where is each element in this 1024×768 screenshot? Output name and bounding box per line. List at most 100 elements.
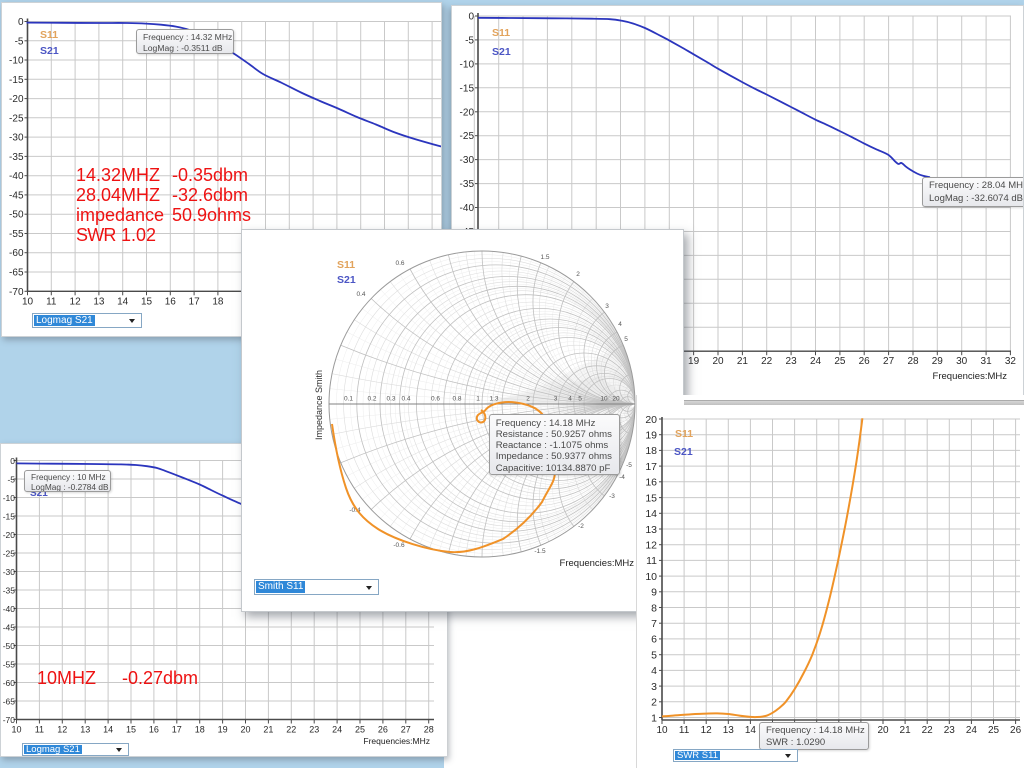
svg-text:16: 16	[165, 296, 177, 307]
svg-text:4: 4	[618, 321, 622, 328]
svg-text:15: 15	[645, 492, 657, 504]
svg-text:10: 10	[600, 396, 608, 403]
svg-text:14: 14	[117, 296, 129, 307]
svg-text:-20: -20	[9, 94, 24, 105]
svg-text:-20: -20	[460, 107, 475, 118]
svg-text:-40: -40	[9, 171, 24, 182]
svg-text:0: 0	[468, 12, 474, 23]
svg-text:23: 23	[309, 725, 319, 735]
svg-text:21: 21	[263, 725, 273, 735]
svg-text:13: 13	[93, 296, 105, 307]
svg-text:S11: S11	[40, 29, 58, 41]
svg-text:24: 24	[966, 725, 978, 736]
svg-text:0.4: 0.4	[356, 291, 365, 298]
svg-text:S21: S21	[40, 45, 59, 57]
svg-text:-10: -10	[9, 56, 24, 67]
svg-text:27: 27	[883, 356, 895, 367]
svg-text:25: 25	[834, 356, 846, 367]
svg-text:10: 10	[656, 725, 668, 736]
svg-text:12: 12	[645, 540, 657, 552]
svg-text:11: 11	[46, 296, 57, 307]
svg-text:8: 8	[651, 602, 657, 614]
svg-text:26: 26	[378, 725, 388, 735]
svg-text:-55: -55	[3, 660, 16, 670]
svg-text:Frequencies:MHz: Frequencies:MHz	[560, 558, 635, 569]
svg-text:26: 26	[859, 356, 871, 367]
svg-text:18: 18	[212, 296, 224, 307]
svg-text:-3: -3	[609, 493, 615, 500]
svg-text:2: 2	[576, 271, 580, 278]
svg-text:-30: -30	[3, 567, 16, 577]
svg-text:-1.5: -1.5	[534, 548, 546, 555]
svg-text:26: 26	[1010, 725, 1022, 736]
svg-text:-50: -50	[9, 210, 24, 221]
svg-text:0.2: 0.2	[367, 396, 376, 403]
svg-text:-40: -40	[460, 203, 475, 214]
svg-text:15: 15	[141, 296, 153, 307]
svg-text:20: 20	[712, 356, 724, 367]
svg-text:20: 20	[612, 396, 620, 403]
svg-text:S21: S21	[337, 274, 356, 286]
svg-text:-65: -65	[9, 268, 24, 279]
svg-text:-55: -55	[9, 229, 24, 240]
svg-text:11: 11	[35, 725, 44, 735]
svg-text:-40: -40	[3, 604, 16, 614]
svg-text:10: 10	[22, 296, 34, 307]
svg-text:24: 24	[810, 356, 822, 367]
svg-text:1.5: 1.5	[540, 254, 549, 261]
svg-text:-25: -25	[9, 113, 24, 124]
svg-text:16: 16	[149, 725, 159, 735]
svg-text:2: 2	[526, 396, 530, 403]
svg-text:21: 21	[737, 356, 749, 367]
svg-text:Frequencies:MHz: Frequencies:MHz	[933, 371, 1008, 382]
svg-text:29: 29	[932, 356, 944, 367]
svg-text:Impedance Smith: Impedance Smith	[314, 370, 324, 440]
svg-text:23: 23	[786, 356, 798, 367]
svg-text:3: 3	[554, 396, 558, 403]
svg-text:-45: -45	[9, 190, 24, 201]
svg-text:9: 9	[651, 587, 657, 599]
svg-text:15: 15	[126, 725, 136, 735]
svg-text:13: 13	[80, 725, 90, 735]
svg-text:-60: -60	[3, 678, 16, 688]
svg-text:14: 14	[645, 508, 657, 520]
svg-text:-5: -5	[15, 36, 24, 47]
svg-text:12: 12	[57, 725, 67, 735]
svg-text:11: 11	[679, 725, 690, 736]
svg-text:-20: -20	[3, 530, 16, 540]
svg-text:0.6: 0.6	[431, 396, 440, 403]
svg-text:-30: -30	[9, 133, 24, 144]
svg-text:-5: -5	[7, 475, 15, 485]
svg-text:-10: -10	[460, 59, 475, 70]
svg-text:32: 32	[1005, 356, 1017, 367]
svg-text:20: 20	[645, 414, 657, 426]
svg-text:1.3: 1.3	[489, 396, 498, 403]
svg-text:-15: -15	[9, 75, 24, 86]
svg-text:S11: S11	[337, 259, 355, 271]
svg-text:-15: -15	[3, 512, 16, 522]
svg-text:28: 28	[424, 725, 434, 735]
svg-text:5: 5	[624, 336, 628, 343]
svg-text:25: 25	[355, 725, 365, 735]
svg-text:S21: S21	[674, 446, 693, 458]
svg-text:10: 10	[11, 725, 21, 735]
svg-text:S11: S11	[675, 428, 693, 440]
svg-text:S21: S21	[30, 488, 48, 499]
svg-text:2: 2	[651, 697, 657, 709]
svg-text:17: 17	[645, 461, 657, 473]
svg-text:7: 7	[651, 618, 657, 630]
svg-text:21: 21	[900, 725, 912, 736]
svg-text:-5: -5	[626, 462, 632, 469]
svg-text:-10: -10	[3, 493, 16, 503]
svg-text:27: 27	[401, 725, 411, 735]
svg-text:0.3: 0.3	[386, 396, 395, 403]
svg-text:0.4: 0.4	[401, 396, 410, 403]
svg-text:24: 24	[332, 725, 342, 735]
svg-text:-4: -4	[619, 474, 625, 481]
svg-text:19: 19	[645, 430, 657, 442]
svg-text:19: 19	[688, 356, 700, 367]
svg-text:3: 3	[651, 681, 657, 693]
svg-text:4: 4	[568, 396, 572, 403]
svg-text:17: 17	[172, 725, 182, 735]
svg-text:14: 14	[745, 725, 757, 736]
